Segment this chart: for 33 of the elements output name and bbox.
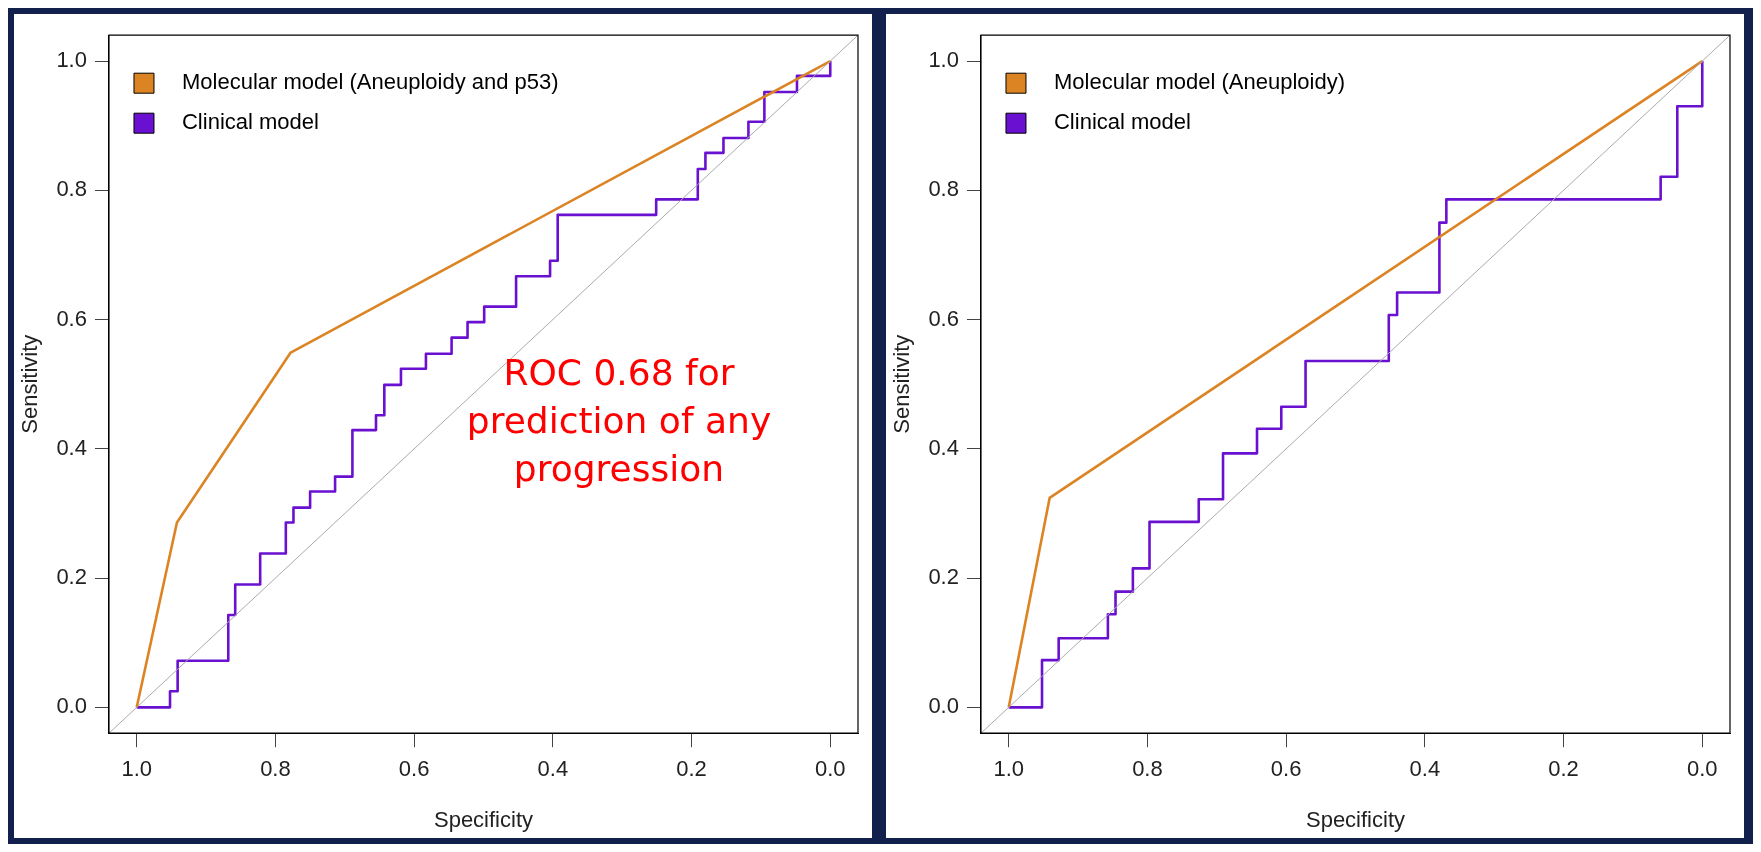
legend-label: Clinical model <box>1053 109 1191 135</box>
x-tick-label: 0.8 <box>260 756 291 782</box>
x-tick-label: 0.2 <box>676 756 707 782</box>
x-axis-title: Specificity <box>1305 806 1406 832</box>
x-tick-label: 0.2 <box>1548 756 1579 782</box>
x-tick-label: 0.4 <box>537 756 569 782</box>
y-tick-label: 0.8 <box>928 176 959 202</box>
legend-label: Molecular model (Aneuploidy and p53) <box>181 69 559 95</box>
x-tick-label: 0.0 <box>814 756 846 782</box>
y-tick-label: 0.6 <box>928 305 959 331</box>
annotation: ROC 0.68 for prediction of any progression <box>465 351 773 491</box>
x-tick-label: 0.0 <box>1686 756 1718 782</box>
x-tick-label: 0.8 <box>1132 756 1163 782</box>
y-axis-title: Sensitivity <box>889 334 915 434</box>
legend-label: Clinical model <box>181 109 319 135</box>
y-tick-label: 0.0 <box>928 693 959 719</box>
x-axis-title: Specificity <box>433 806 534 832</box>
x-tick-label: 0.6 <box>398 756 430 782</box>
x-tick-label: 1.0 <box>121 756 153 782</box>
y-tick-label: 0.2 <box>56 564 87 590</box>
x-tick-label: 1.0 <box>993 756 1025 782</box>
y-tick-label: 0.4 <box>928 434 959 460</box>
x-tick-label: 0.6 <box>1270 756 1302 782</box>
y-tick-label: 1.0 <box>56 47 87 73</box>
y-tick-label: 0.4 <box>56 434 87 460</box>
y-tick-label: 0.0 <box>56 693 87 719</box>
legend-label: Molecular model (Aneuploidy) <box>1053 69 1346 95</box>
y-tick-label: 1.0 <box>928 47 959 73</box>
y-tick-label: 0.2 <box>928 564 959 590</box>
y-tick-label: 0.8 <box>56 176 87 202</box>
y-axis-title: Sensitivity <box>17 334 43 434</box>
y-tick-label: 0.6 <box>56 305 87 331</box>
x-tick-label: 0.4 <box>1409 756 1441 782</box>
